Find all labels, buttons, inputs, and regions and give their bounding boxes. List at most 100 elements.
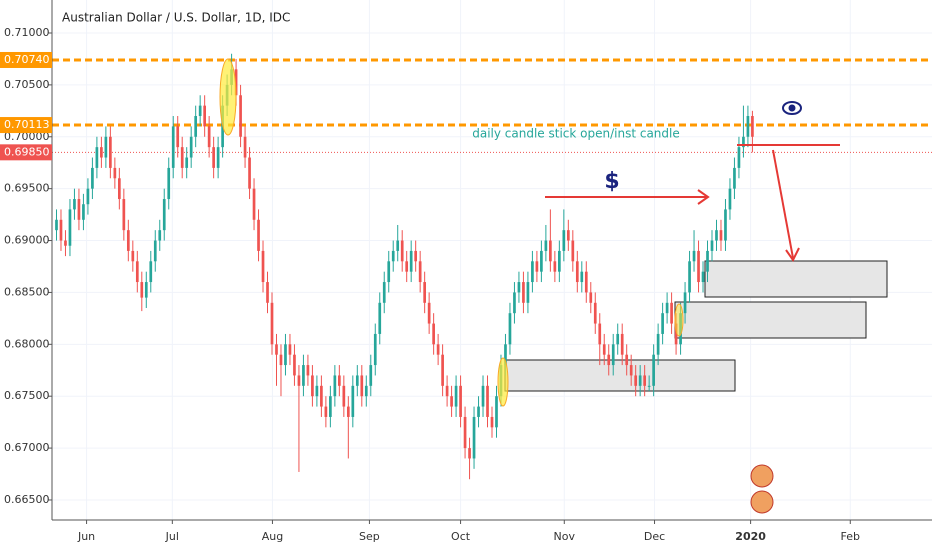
price-label: 0.70113 bbox=[4, 118, 50, 131]
candle-body bbox=[77, 199, 81, 220]
candle-body bbox=[100, 147, 103, 158]
event-icon[interactable] bbox=[750, 490, 774, 514]
candle-body bbox=[445, 385, 449, 397]
candle-body bbox=[158, 230, 162, 241]
candle-body bbox=[661, 313, 664, 334]
candle-body bbox=[553, 261, 557, 272]
y-tick-label: 0.68500 bbox=[4, 285, 50, 298]
candle-body bbox=[171, 126, 175, 168]
candle-body bbox=[481, 385, 485, 407]
candle-body bbox=[369, 365, 373, 386]
candle-body bbox=[288, 344, 292, 355]
candle-body bbox=[522, 282, 525, 303]
candle-body bbox=[118, 178, 121, 200]
candle-body bbox=[683, 292, 687, 314]
candle-body bbox=[364, 385, 368, 397]
candle-body bbox=[728, 188, 732, 210]
candle-body bbox=[620, 333, 624, 355]
axis-labels: 0.66500 0.67000 0.67500 0.68000 0.68500 0.690… bbox=[0, 26, 860, 543]
candle-body bbox=[629, 365, 633, 376]
y-tick-label: 0.66500 bbox=[4, 493, 50, 506]
event-icon[interactable] bbox=[750, 464, 774, 488]
x-tick-label: Feb bbox=[841, 530, 860, 543]
candle-body bbox=[432, 323, 435, 345]
price-label: 0.70740 bbox=[4, 53, 50, 66]
candle-body bbox=[355, 375, 359, 386]
candle-body bbox=[95, 147, 99, 168]
candle-body bbox=[643, 375, 646, 386]
zone bbox=[504, 359, 736, 392]
highlight bbox=[674, 303, 684, 337]
candle-body bbox=[239, 95, 242, 137]
candle-body bbox=[652, 354, 655, 386]
y-tick-label: 0.70500 bbox=[4, 78, 50, 91]
x-tick-label: Dec bbox=[644, 530, 665, 543]
x-tick-label: Nov bbox=[554, 530, 576, 543]
candle-body bbox=[625, 354, 629, 366]
candle-body bbox=[86, 188, 90, 205]
candle-body bbox=[279, 354, 283, 366]
eye-pupil bbox=[788, 104, 796, 112]
candle-body bbox=[185, 157, 189, 168]
candle-body bbox=[508, 313, 512, 345]
candle-body bbox=[602, 344, 606, 355]
candle-body bbox=[315, 385, 319, 397]
arrow-head bbox=[697, 189, 710, 205]
candle-body bbox=[216, 147, 220, 168]
arrow-head bbox=[785, 247, 800, 262]
candle-body bbox=[284, 344, 287, 366]
candle-body bbox=[459, 385, 462, 417]
candle-body bbox=[126, 230, 130, 251]
candle-body bbox=[82, 204, 85, 220]
candle-body bbox=[387, 261, 391, 283]
y-tick-label: 0.69000 bbox=[4, 234, 50, 247]
candle-body bbox=[338, 375, 341, 386]
x-tick-label: Jul bbox=[165, 530, 179, 543]
zone bbox=[704, 260, 888, 298]
zones bbox=[504, 260, 888, 392]
candle-body bbox=[306, 365, 310, 376]
highlight bbox=[497, 357, 509, 407]
y-tick-label: 0.69500 bbox=[4, 182, 50, 195]
candle-body bbox=[189, 136, 193, 158]
candle-body bbox=[526, 282, 530, 303]
candle-body bbox=[616, 333, 620, 345]
candle-body bbox=[706, 250, 709, 272]
candle-body bbox=[297, 375, 301, 386]
candle-body bbox=[180, 147, 184, 168]
candle-body bbox=[472, 416, 476, 459]
candle-body bbox=[454, 385, 458, 407]
candle-body bbox=[329, 396, 332, 417]
candle-body bbox=[638, 375, 642, 386]
candle-body bbox=[436, 344, 440, 355]
candle-body bbox=[531, 261, 534, 283]
candle-body bbox=[91, 167, 94, 189]
candle-body bbox=[463, 416, 467, 449]
annotation: daily candle stick open/inst candle bbox=[472, 127, 680, 141]
candle-body bbox=[540, 250, 543, 272]
candle-body bbox=[360, 375, 364, 397]
x-tick-label: Sep bbox=[359, 530, 380, 543]
candle-body bbox=[176, 126, 180, 148]
candle-body bbox=[423, 282, 426, 303]
candle-body bbox=[544, 240, 548, 251]
candle-body bbox=[140, 282, 144, 298]
candle-body bbox=[697, 250, 700, 283]
price-axis bbox=[0, 0, 52, 550]
candle-body bbox=[320, 385, 323, 407]
candle-body bbox=[746, 116, 750, 137]
candle-body bbox=[351, 385, 355, 417]
candle-body bbox=[710, 240, 714, 251]
candle-body bbox=[252, 188, 256, 220]
candle-body bbox=[167, 167, 171, 200]
candle-body bbox=[194, 116, 198, 137]
candle-body bbox=[414, 250, 418, 262]
candle-body bbox=[207, 126, 211, 148]
candle-body bbox=[742, 136, 745, 148]
x-tick-label: Oct bbox=[451, 530, 471, 543]
price-label-box bbox=[0, 51, 52, 68]
price-label-box bbox=[0, 117, 52, 134]
candle-body bbox=[674, 323, 678, 345]
candle-body bbox=[513, 292, 516, 314]
